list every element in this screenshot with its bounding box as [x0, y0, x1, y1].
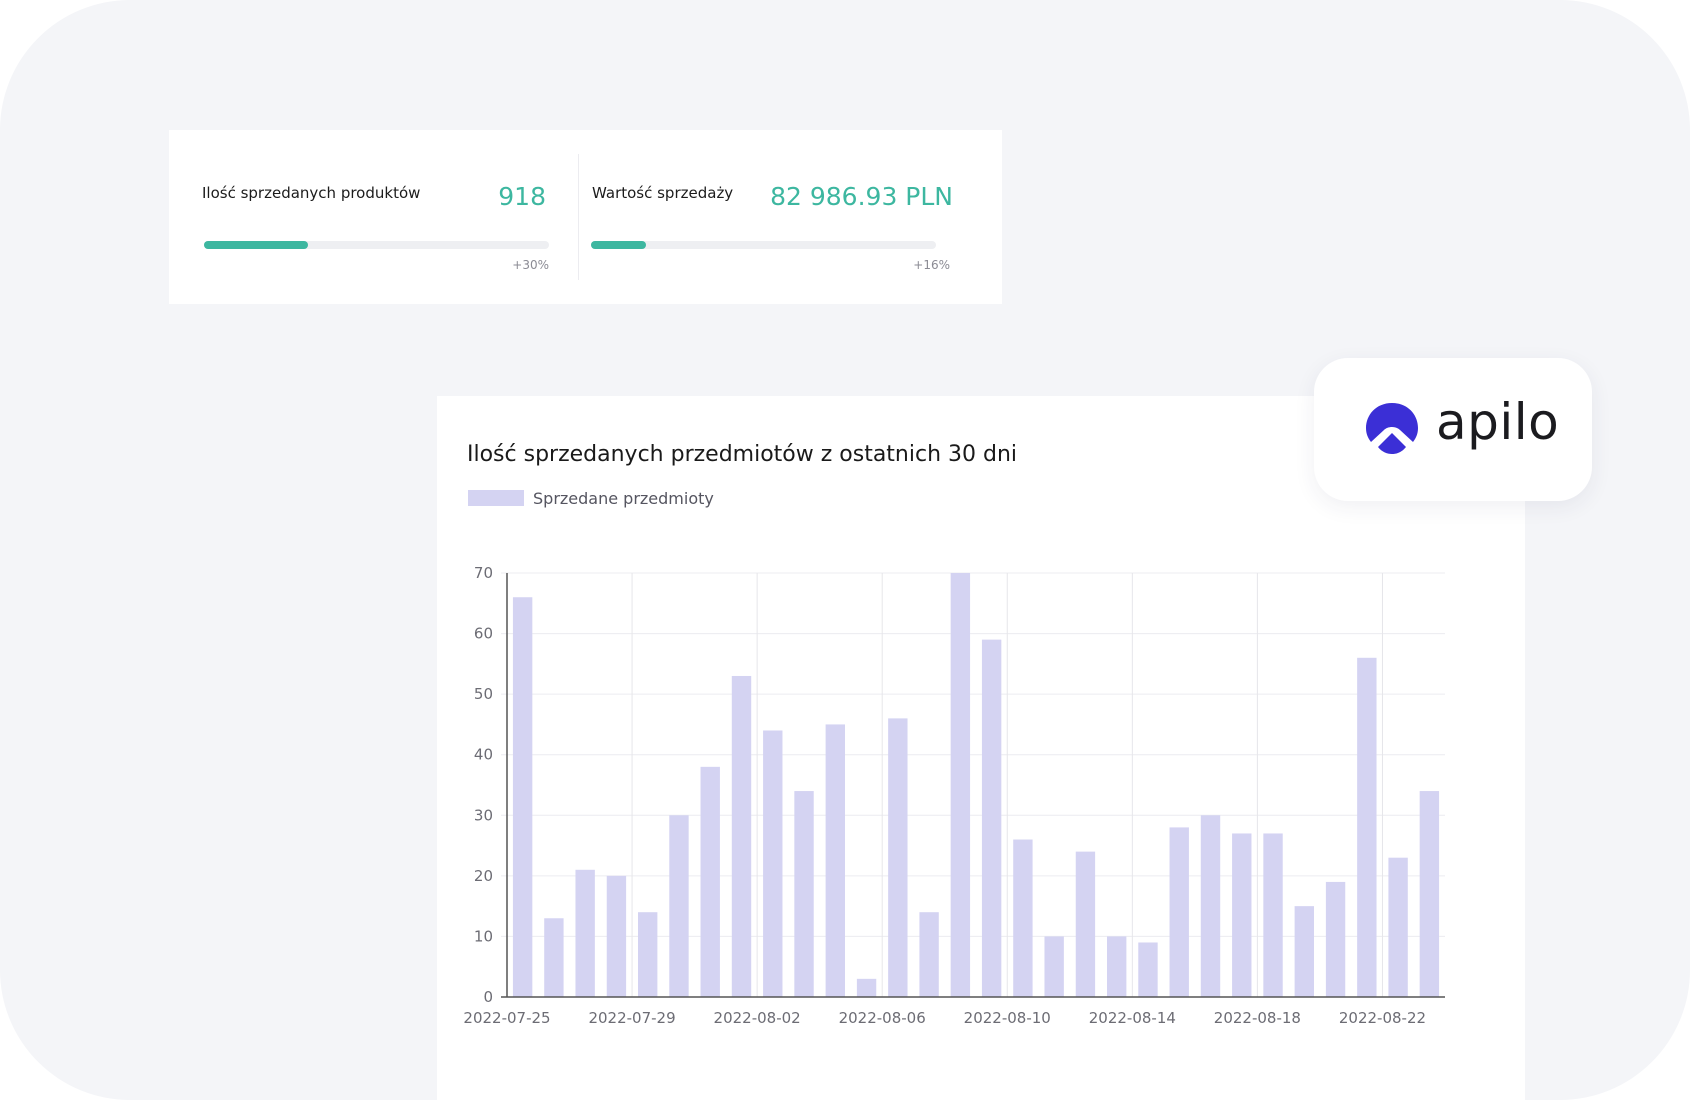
bar [512, 597, 533, 997]
bar [1357, 657, 1377, 997]
bar [731, 675, 752, 997]
x-tick-label: 2022-08-14 [1089, 1009, 1176, 1027]
y-tick-label: 60 [474, 625, 493, 643]
bar [1263, 833, 1283, 997]
bar [950, 573, 971, 997]
x-tick-label: 2022-08-02 [714, 1009, 801, 1027]
bar [575, 869, 595, 997]
bar [1138, 942, 1158, 997]
progress-fill [591, 241, 647, 249]
bar-chart: 0 10 20 30 40 50 60 70 2022-07-25 2022-07-29 2022-… [463, 564, 1445, 1027]
bar [1325, 881, 1346, 997]
legend-label: Sprzedane przedmioty [533, 488, 714, 508]
bar [888, 718, 908, 997]
bar [544, 918, 564, 997]
x-tick-label: 2022-08-10 [964, 1009, 1051, 1027]
bar [1044, 936, 1064, 997]
y-tick-label: 40 [474, 746, 493, 764]
x-tick-label: 2022-08-22 [1339, 1009, 1426, 1027]
bar [1294, 906, 1314, 997]
x-tick-label: 2022-07-29 [588, 1009, 675, 1027]
bar [981, 639, 1002, 997]
y-tick-label: 10 [474, 927, 493, 945]
x-tick-label: 2022-08-18 [1214, 1009, 1301, 1027]
bar [856, 978, 877, 997]
bar [1419, 791, 1440, 997]
bar [1388, 857, 1408, 997]
stat-products-sold: Ilość sprzedanych produktów 918 +30% [169, 130, 578, 304]
bar [700, 766, 720, 997]
bar [1232, 833, 1252, 997]
brand-logo-card: apilo [1314, 358, 1592, 501]
bar [669, 815, 689, 997]
brand-name: apilo [1436, 393, 1560, 451]
x-tick-label: 2022-07-25 [463, 1009, 550, 1027]
bar [638, 912, 658, 997]
y-tick-label: 70 [474, 564, 493, 582]
stat-value: 918 [498, 182, 546, 211]
stat-change: +30% [512, 258, 549, 272]
bar [606, 875, 627, 997]
bar [763, 730, 783, 997]
bar [1107, 936, 1127, 997]
y-tick-label: 0 [483, 988, 493, 1006]
apilo-logo-icon [1366, 403, 1418, 454]
bar [1013, 839, 1033, 997]
chart-legend[interactable]: Sprzedane przedmioty [468, 488, 714, 508]
y-tick-label: 50 [474, 685, 493, 703]
bar [1200, 815, 1221, 997]
progress-bar [204, 241, 549, 249]
legend-swatch [468, 490, 524, 506]
stat-value: 82 986.93 PLN [770, 182, 953, 211]
stat-change: +16% [913, 258, 950, 272]
bar [1169, 827, 1189, 997]
progress-bar [591, 241, 936, 249]
stat-divider [578, 154, 579, 280]
x-tick-label: 2022-08-06 [839, 1009, 926, 1027]
y-tick-label: 30 [474, 806, 493, 824]
y-tick-label: 20 [474, 867, 493, 885]
bar [919, 912, 939, 997]
bar [1075, 851, 1096, 997]
stats-panel: Ilość sprzedanych produktów 918 +30% War… [169, 130, 1002, 304]
bar [825, 724, 845, 997]
chart-card: Ilość sprzedanych przedmiotów z ostatnic… [437, 396, 1525, 1100]
progress-fill [204, 241, 308, 249]
stat-label: Ilość sprzedanych produktów [202, 184, 421, 202]
bar [794, 791, 814, 997]
stat-sales-value: Wartość sprzedaży 82 986.93 PLN +16% [579, 130, 1002, 304]
chart-title: Ilość sprzedanych przedmiotów z ostatnic… [467, 442, 1018, 467]
stat-label: Wartość sprzedaży [592, 184, 734, 202]
